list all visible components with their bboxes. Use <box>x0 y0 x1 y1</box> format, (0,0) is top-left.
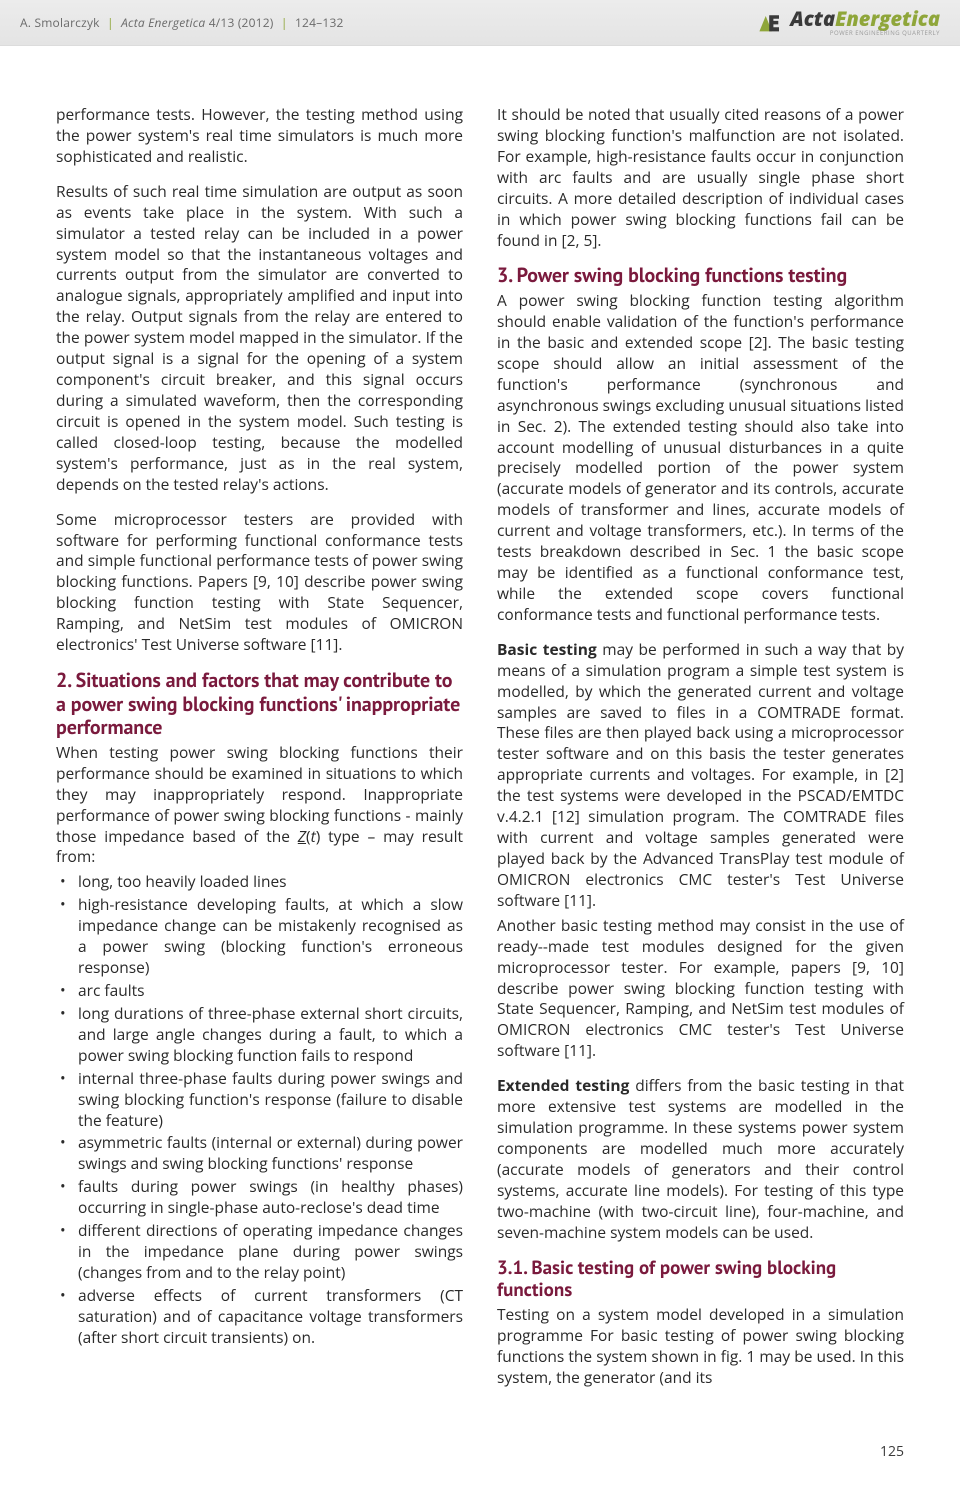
list-item: asymmetric faults (internal or external)… <box>56 1132 463 1174</box>
body-paragraph: Another basic testing method may consist… <box>497 915 904 1061</box>
list-item: faults during power swings (in healthy p… <box>56 1176 463 1218</box>
list-item: internal three-phase faults during power… <box>56 1068 463 1131</box>
journal-name: Acta Energetica <box>121 14 205 31</box>
bold-lead: Basic testing <box>497 638 597 660</box>
separator-icon: | <box>281 14 288 31</box>
body-paragraph: Results of such real time simulation are… <box>56 181 463 495</box>
bold-lead: Extended testing <box>497 1074 629 1096</box>
body-paragraph: It should be noted that usually cited re… <box>497 104 904 250</box>
logo-text: ActaEnergetica <box>790 9 940 29</box>
body-paragraph: When testing power swing blocking functi… <box>56 742 463 868</box>
list-item: long durations of three-phase external s… <box>56 1003 463 1066</box>
body-paragraph: Testing on a system model developed in a… <box>497 1304 904 1388</box>
body-paragraph: Some microprocessor testers are provided… <box>56 509 463 655</box>
page-number: 125 <box>56 1442 904 1461</box>
logo-ener: Energetica <box>835 5 940 32</box>
body-paragraph: performance tests. However, the testing … <box>56 104 463 167</box>
separator-icon: | <box>107 14 114 31</box>
journal-logo: ActaEnergetica POWER ENGINEERING QUARTER… <box>758 9 940 37</box>
list-item: high-resistance developing faults, at wh… <box>56 894 463 978</box>
section-heading-2: 2. Situations and factors that may contr… <box>56 669 463 740</box>
logo-acta: Acta <box>790 5 835 32</box>
list-item: long, too heavily loaded lines <box>56 871 463 892</box>
list-item: different directions of operating impeda… <box>56 1220 463 1283</box>
right-column: It should be noted that usually cited re… <box>497 104 904 1402</box>
list-item: arc faults <box>56 980 463 1001</box>
logo-text-block: ActaEnergetica POWER ENGINEERING QUARTER… <box>790 9 940 37</box>
list-item: adverse effects of current transformers … <box>56 1285 463 1348</box>
bullet-list: long, too heavily loaded lines high-resi… <box>56 871 463 1347</box>
page: A. Smolarczyk | Acta Energetica 4/13 (20… <box>0 0 960 1501</box>
left-column: performance tests. However, the testing … <box>56 104 463 1402</box>
issue: 4/13 (2012) <box>209 14 274 31</box>
header-bar: A. Smolarczyk | Acta Energetica 4/13 (20… <box>0 0 960 46</box>
author-name: A. Smolarczyk <box>20 14 100 31</box>
running-head: A. Smolarczyk | Acta Energetica 4/13 (20… <box>20 14 344 31</box>
text-run: may be performed in such a way that by m… <box>497 638 904 911</box>
page-range: 124–132 <box>295 14 344 31</box>
body-paragraph: Extended testing differs from the basic … <box>497 1075 904 1242</box>
text-run: differs from the basic testing in that m… <box>497 1074 904 1242</box>
section-heading-3-1: 3.1. Basic testing of power swing blocki… <box>497 1257 904 1303</box>
section-heading-3: 3. Power swing blocking functions testin… <box>497 264 904 288</box>
variable-z: Z <box>298 825 306 847</box>
body-paragraph: A power swing blocking function testing … <box>497 290 904 625</box>
two-column-layout: performance tests. However, the testing … <box>56 104 904 1402</box>
body-paragraph: Basic testing may be performed in such a… <box>497 639 904 911</box>
logo-mark-icon <box>758 13 786 33</box>
